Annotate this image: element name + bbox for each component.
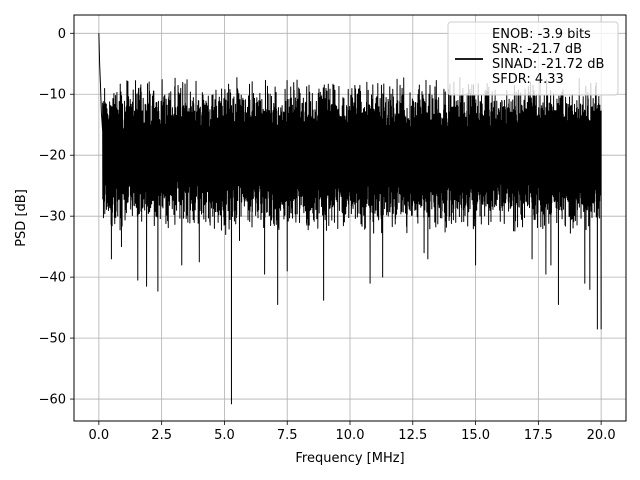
x-tick-label: 7.5 [277, 428, 298, 443]
legend-text-line: ENOB: -3.9 bits [492, 27, 591, 42]
x-tick-label: 10.0 [336, 428, 365, 443]
x-tick-label: 20.0 [587, 428, 616, 443]
y-tick-label: 0 [58, 27, 66, 42]
y-axis-ticks: 0 −10 −20 −30 −40 −50 −60 [39, 27, 74, 408]
y-tick-label: −50 [39, 332, 66, 347]
legend-text-line: SINAD: -21.72 dB [492, 57, 604, 72]
legend-text-line: SNR: -21.7 dB [492, 42, 582, 57]
legend-text-line: SFDR: 4.33 [492, 72, 564, 87]
legend-box [447, 21, 619, 96]
psd-trace [98, 33, 602, 405]
x-tick-label: 15.0 [461, 428, 490, 443]
x-axis-label: Frequency [MHz] [295, 451, 404, 466]
x-axis-ticks: 0.0 2.5 5.0 7.5 10.0 12.5 15.0 17.5 20.0 [89, 421, 616, 443]
y-axis-label: PSD [dB] [14, 189, 29, 247]
y-tick-label: −20 [39, 149, 66, 164]
y-tick-label: −40 [39, 271, 66, 286]
psd-series-line [98, 33, 602, 405]
x-tick-label: 2.5 [151, 428, 172, 443]
x-tick-label: 12.5 [398, 428, 427, 443]
y-tick-label: −60 [39, 393, 66, 408]
y-tick-label: −10 [39, 88, 66, 103]
x-tick-label: 0.0 [89, 428, 110, 443]
y-tick-label: −30 [39, 210, 66, 225]
x-tick-label: 17.5 [524, 428, 553, 443]
x-tick-label: 5.0 [214, 428, 235, 443]
